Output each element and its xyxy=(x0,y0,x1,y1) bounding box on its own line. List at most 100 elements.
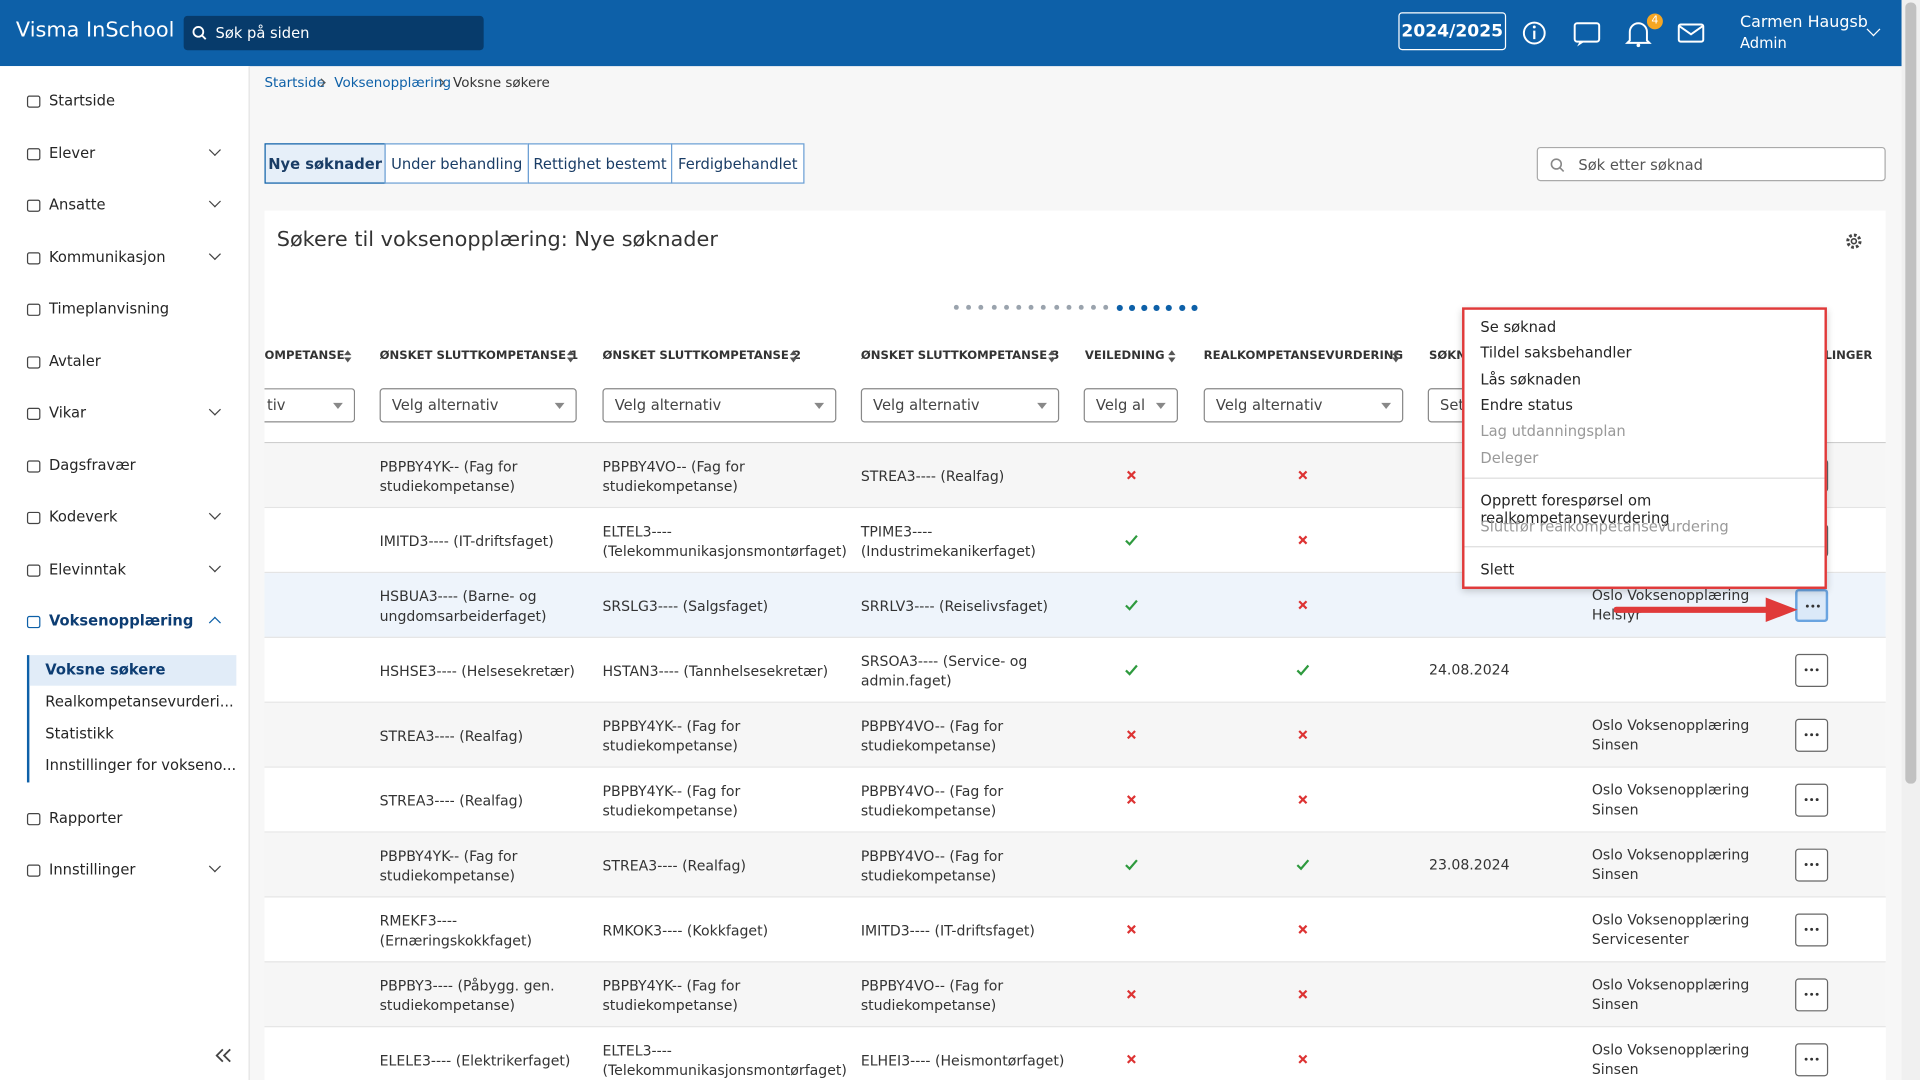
user-name[interactable]: Carmen Haugsb xyxy=(1740,13,1868,32)
column-header[interactable]: OMPETANSE xyxy=(264,348,345,363)
menu-item[interactable]: Se søknad xyxy=(1480,318,1557,336)
school-year[interactable]: 2024/2025 xyxy=(1398,12,1507,51)
table-row[interactable]: STREA3---- (Realfag) PBPBY4YK-- (Fag for … xyxy=(264,767,1886,833)
sort-icon[interactable] xyxy=(344,350,352,356)
cell-value: HSTAN3---- (Tannhelsesekretær) xyxy=(602,661,829,679)
nav-item[interactable]: Innstillinger xyxy=(48,860,136,878)
column-header[interactable]: ØNSKET SLUTTKOMPETANSE 2 xyxy=(602,348,802,363)
cross-icon xyxy=(1126,795,1136,805)
nav-item[interactable]: Kodeverk xyxy=(48,508,118,526)
header-divider xyxy=(264,442,1886,444)
dots-icon xyxy=(1804,798,1819,802)
context-menu: Se søknad Tildel saksbehandler Lås søknade… xyxy=(1462,307,1827,589)
application-search[interactable]: Søk etter søknad xyxy=(1536,146,1886,182)
sort-icon[interactable] xyxy=(566,357,575,363)
nav-icon xyxy=(26,355,41,368)
menu-item[interactable]: Tildel saksbehandler xyxy=(1480,344,1632,362)
sort-icon[interactable] xyxy=(789,357,798,363)
menu-item[interactable]: Endre status xyxy=(1480,396,1573,414)
filter-select[interactable]: Velg alternativ xyxy=(379,388,577,423)
filter-select[interactable]: Velg al xyxy=(1083,388,1178,423)
more-actions-button[interactable] xyxy=(1795,1043,1829,1077)
table-row[interactable]: PBPBY3---- (Påbygg. gen. studiekompetans… xyxy=(264,962,1886,1028)
nav-item[interactable]: Elevinntak xyxy=(48,560,127,578)
dropdown-caret xyxy=(814,402,825,409)
more-actions-button[interactable] xyxy=(1795,783,1829,817)
cell-text: STREA3---- (Realfag) xyxy=(602,833,847,898)
nav-item[interactable]: Avtaler xyxy=(48,352,101,370)
nav-chevron[interactable] xyxy=(208,143,221,156)
table-row[interactable]: STREA3---- (Realfag) PBPBY4YK-- (Fag for … xyxy=(264,702,1886,768)
tab[interactable]: Under behandling xyxy=(384,143,529,184)
nav-item[interactable]: Timeplanvisning xyxy=(48,300,170,318)
scrollbar-thumb[interactable] xyxy=(1905,2,1917,784)
nav-chevron[interactable] xyxy=(208,559,221,572)
sort-icon[interactable] xyxy=(344,357,352,363)
more-actions-button[interactable] xyxy=(1795,848,1829,882)
sort-icon[interactable] xyxy=(789,350,798,356)
filter-select[interactable]: Velg alternativ xyxy=(860,388,1060,423)
column-header[interactable]: SØKN xyxy=(1428,348,1467,363)
user-menu-chevron[interactable] xyxy=(1866,22,1881,37)
cell-text: ELELE3---- (Elektrikerfaget) xyxy=(380,1027,588,1080)
breadcrumb-item[interactable]: Voksenopplæring xyxy=(334,74,452,91)
sub-nav-item[interactable]: Innstillinger for vokseno... xyxy=(45,756,237,774)
brand[interactable]: Visma InSchool xyxy=(15,18,175,43)
table-row[interactable]: HSHSE3---- (Helsesekretær) HSTAN3---- (Ta… xyxy=(264,637,1886,703)
cell-text: PBPBY4VO-- (Fag for studiekompetanse) xyxy=(861,768,1106,833)
sub-nav-item[interactable]: Statistikk xyxy=(45,724,114,742)
nav-item[interactable]: Elever xyxy=(48,143,96,162)
dots-icon xyxy=(1804,863,1819,866)
global-search[interactable]: Søk på siden xyxy=(183,15,484,51)
filter-select[interactable]: Velg alternativ xyxy=(602,388,837,423)
nav-item[interactable]: Kommunikasjon xyxy=(48,247,166,266)
table-row[interactable]: PBPBY4YK-- (Fag for studiekompetanse) STR… xyxy=(264,832,1886,898)
table-row[interactable]: RMEKF3---- (Ernæringskokkfaget) RMKOK3---… xyxy=(264,897,1886,963)
nav-item[interactable]: Rapporter xyxy=(48,808,123,826)
menu-item[interactable]: Lås søknaden xyxy=(1480,370,1582,388)
tab[interactable]: Rettighet bestemt xyxy=(527,143,673,184)
nav-chevron[interactable] xyxy=(208,860,221,873)
sort-icon[interactable] xyxy=(1392,350,1400,356)
more-actions-button[interactable] xyxy=(1795,978,1829,1012)
column-header[interactable]: ØNSKET SLUTTKOMPETANSE 3 xyxy=(860,348,1060,363)
menu-item[interactable]: Opprett forespørsel om realkompetansevur… xyxy=(1480,491,1670,527)
column-header[interactable]: REALKOMPETANSEVURDERING xyxy=(1203,348,1404,363)
nav-item[interactable]: Ansatte xyxy=(48,195,106,214)
nav-icon xyxy=(26,199,41,212)
breadcrumb-item[interactable]: Startside xyxy=(264,74,326,91)
more-actions-button[interactable] xyxy=(1795,653,1829,687)
table-row[interactable]: ELELE3---- (Elektrikerfaget) ELTEL3---- (… xyxy=(264,1027,1886,1080)
nav-chevron[interactable] xyxy=(208,195,221,208)
more-actions-button[interactable] xyxy=(1795,588,1829,623)
filter-select[interactable]: tiv xyxy=(264,388,356,423)
column-header[interactable]: PLINGER xyxy=(1815,348,1873,363)
nav-chevron[interactable] xyxy=(208,403,221,416)
sort-icon[interactable] xyxy=(1048,357,1056,363)
nav-chevron[interactable] xyxy=(208,616,221,629)
sort-icon[interactable] xyxy=(1048,350,1056,356)
sort-icon[interactable] xyxy=(1392,357,1400,363)
nav-item[interactable]: Startside xyxy=(48,91,115,109)
menu-separator xyxy=(1464,477,1825,479)
nav-chevron[interactable] xyxy=(208,507,221,520)
column-header[interactable]: ØNSKET SLUTTKOMPETANSE 1 xyxy=(379,348,579,363)
nav-item[interactable]: Vikar xyxy=(48,404,87,422)
nav-item[interactable]: Voksenopplæring xyxy=(48,612,194,630)
more-actions-button[interactable] xyxy=(1795,913,1829,947)
tab[interactable]: Nye søknader xyxy=(264,143,386,184)
sort-icon[interactable] xyxy=(566,350,575,356)
collapse-sidebar[interactable] xyxy=(215,1048,233,1063)
sub-nav-item[interactable]: Voksne søkere xyxy=(45,660,166,678)
nav-item[interactable]: Dagsfravær xyxy=(48,456,136,474)
tab[interactable]: Ferdigbehandlet xyxy=(671,143,805,184)
more-actions-button[interactable] xyxy=(1795,718,1829,752)
sub-nav-item[interactable]: Realkompetansevurderi... xyxy=(45,692,234,710)
nav-chevron[interactable] xyxy=(208,247,221,260)
sort-icon[interactable] xyxy=(1168,357,1176,363)
column-header[interactable]: VEILEDNING xyxy=(1084,348,1165,363)
settings-icon[interactable] xyxy=(1844,231,1864,251)
filter-select[interactable]: Velg alternativ xyxy=(1203,388,1404,423)
menu-item[interactable]: Slett xyxy=(1480,561,1515,579)
sort-icon[interactable] xyxy=(1168,350,1176,356)
